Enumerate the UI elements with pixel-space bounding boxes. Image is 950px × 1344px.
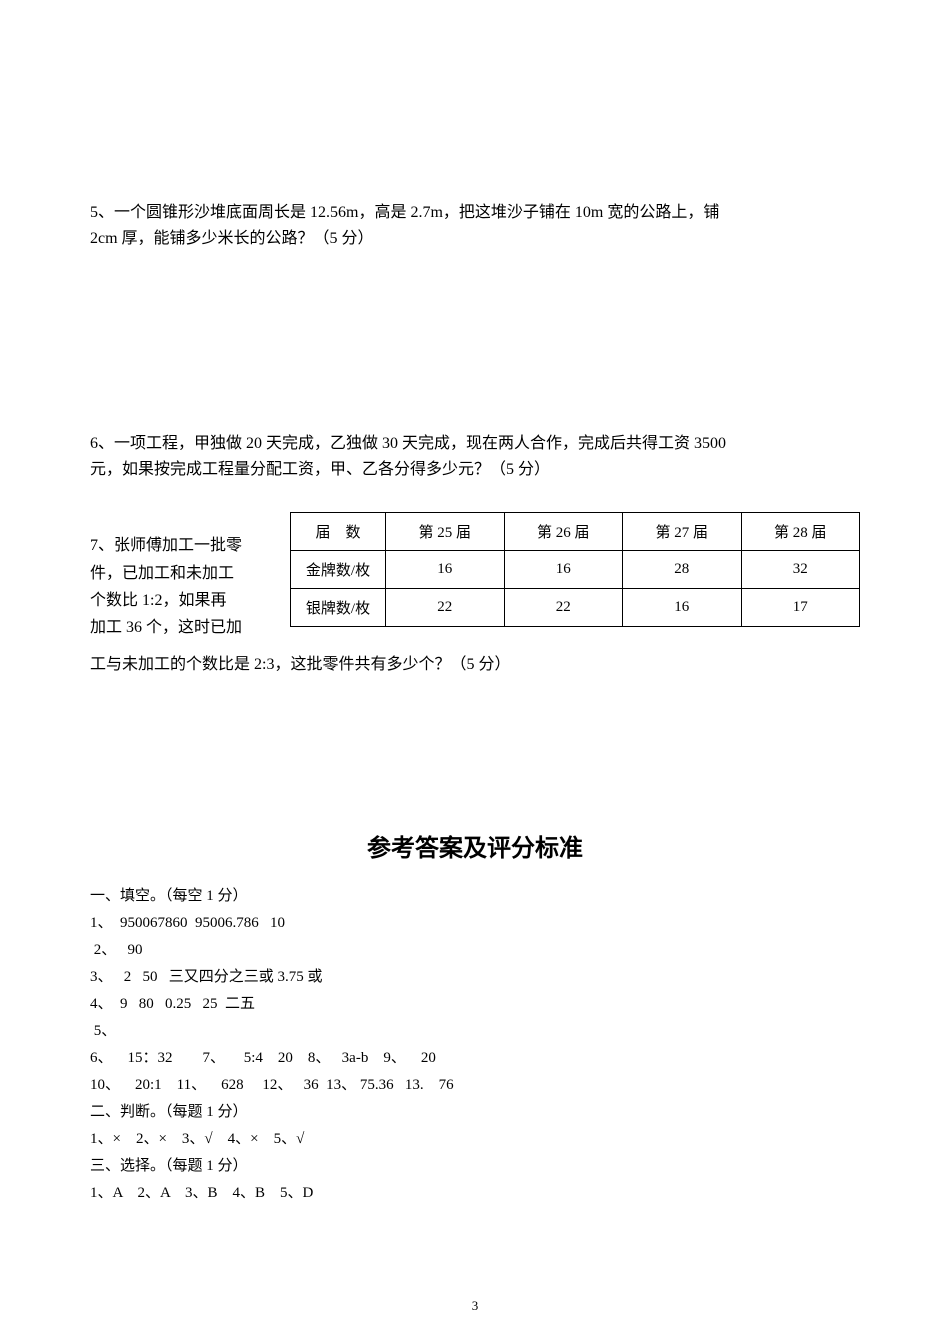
answer-section-2-header: 二、判断。（每题 1 分）	[90, 1099, 860, 1126]
answer-title: 参考答案及评分标准	[90, 828, 860, 863]
table-header-cell: 第 26 届	[504, 513, 623, 551]
question-5-text: 5、一个圆锥形沙堆底面周长是 12.56m，高是 2.7m，把这堆沙子铺在 10…	[90, 200, 860, 251]
answer-line: 5、	[90, 1018, 860, 1045]
table-cell: 银牌数/枚	[291, 589, 386, 627]
q7-left-line-1: 7、张师傅加工一批零	[90, 532, 290, 559]
page-number: 3	[472, 1298, 479, 1314]
table-header-cell: 第 28 届	[741, 513, 860, 551]
question-7-container: 7、张师傅加工一批零 件，已加工和未加工 个数比 1:2，如果再 加工 36 个…	[90, 512, 860, 641]
table-cell: 16	[386, 551, 505, 589]
table-cell: 32	[741, 551, 860, 589]
table-row: 银牌数/枚 22 22 16 17	[291, 589, 860, 627]
answer-line: 1、 950067860 95006.786 10	[90, 910, 860, 937]
question-6: 6、一项工程，甲独做 20 天完成，乙独做 30 天完成，现在两人合作，完成后共…	[90, 431, 860, 482]
answer-line: 6、 15：32 7、 5:4 20 8、 3a-b 9、 20	[90, 1045, 860, 1072]
table-header-row: 届 数 第 25 届 第 26 届 第 27 届 第 28 届	[291, 513, 860, 551]
table-header-cell: 第 27 届	[623, 513, 742, 551]
table-header-cell: 第 25 届	[386, 513, 505, 551]
answer-line: 4、 9 80 0.25 25 二五	[90, 991, 860, 1018]
table-cell: 金牌数/枚	[291, 551, 386, 589]
q7-left-line-4: 加工 36 个，这时已加	[90, 614, 290, 641]
answer-line: 3、 2 50 三又四分之三或 3.75 或	[90, 964, 860, 991]
table-cell: 28	[623, 551, 742, 589]
question-6-text: 6、一项工程，甲独做 20 天完成，乙独做 30 天完成，现在两人合作，完成后共…	[90, 431, 860, 482]
answer-line: 1、× 2、× 3、√ 4、× 5、√	[90, 1126, 860, 1153]
table-cell: 16	[504, 551, 623, 589]
question-7-bottom-text: 工与未加工的个数比是 2:3，这批零件共有多少个？（5 分）	[90, 651, 860, 678]
answer-section-1-header: 一、填空。（每空 1 分）	[90, 883, 860, 910]
answer-line: 10、 20:1 11、 628 12、 36 13、 75.36 13. 76	[90, 1072, 860, 1099]
table-cell: 17	[741, 589, 860, 627]
question-5: 5、一个圆锥形沙堆底面周长是 12.56m，高是 2.7m，把这堆沙子铺在 10…	[90, 200, 860, 251]
q7-left-line-3: 个数比 1:2，如果再	[90, 587, 290, 614]
answer-section-3-header: 三、选择。（每题 1 分）	[90, 1153, 860, 1180]
table-cell: 16	[623, 589, 742, 627]
table-header-cell: 届 数	[291, 513, 386, 551]
q7-left-line-2: 件，已加工和未加工	[90, 560, 290, 587]
table-cell: 22	[386, 589, 505, 627]
question-7-left-text: 7、张师傅加工一批零 件，已加工和未加工 个数比 1:2，如果再 加工 36 个…	[90, 512, 290, 641]
table-row: 金牌数/枚 16 16 28 32	[291, 551, 860, 589]
medal-table: 届 数 第 25 届 第 26 届 第 27 届 第 28 届 金牌数/枚 16…	[290, 512, 860, 627]
table-cell: 22	[504, 589, 623, 627]
answer-line: 1、A 2、A 3、B 4、B 5、D	[90, 1180, 860, 1207]
answer-section: 一、填空。（每空 1 分） 1、 950067860 95006.786 10 …	[90, 883, 860, 1207]
answer-line: 2、 90	[90, 937, 860, 964]
